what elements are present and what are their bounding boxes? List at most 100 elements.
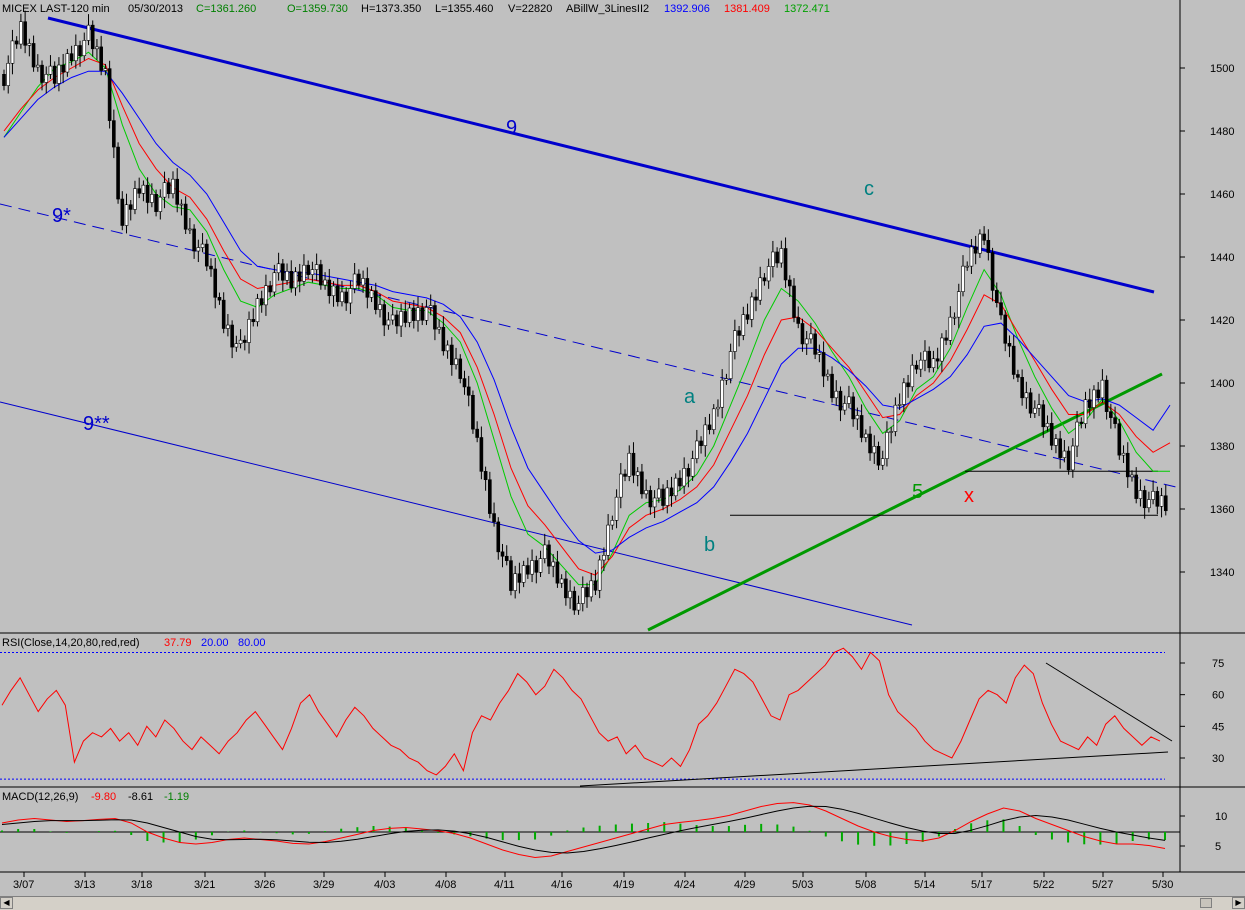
price-bar [1147, 499, 1151, 509]
price-bar [395, 314, 399, 327]
price-bar [107, 68, 112, 121]
price-bar [657, 488, 661, 499]
price-bar [306, 264, 310, 275]
price-bar [420, 307, 425, 321]
price-bar [1096, 389, 1100, 399]
price-bar [137, 188, 141, 194]
price-tick-label: 1500 [1210, 63, 1234, 75]
price-bar [424, 307, 429, 321]
price-bar [27, 43, 32, 46]
rsi-high: 80.00 [238, 637, 266, 649]
x-tick-label: 5/03 [792, 879, 813, 891]
price-bar [319, 264, 323, 286]
price-bar [771, 251, 775, 267]
rsi-panel [0, 647, 1173, 787]
price-bar [19, 21, 23, 45]
scroll-right-button[interactable]: ▶ [1232, 897, 1245, 909]
price-bar [665, 487, 670, 506]
price-bar [914, 364, 919, 370]
price-bar [65, 53, 70, 73]
price-bar [82, 40, 87, 57]
price-bar [112, 120, 116, 148]
price-bar [1079, 421, 1084, 424]
price-bar [733, 330, 737, 352]
price-bar [851, 396, 855, 420]
rsi-tick-label: 45 [1212, 721, 1224, 733]
price-bar [479, 437, 484, 472]
label-5: 5 [912, 481, 923, 503]
price-bar [1087, 399, 1092, 408]
price-tick-label: 1420 [1210, 315, 1234, 327]
price-bar [855, 415, 860, 420]
macd-line [1, 802, 1166, 859]
price-bar [103, 68, 108, 71]
price-bar [1159, 495, 1164, 507]
price-bar [302, 264, 306, 282]
price-bar [918, 359, 923, 370]
price-bar [593, 580, 598, 591]
header-volume: V=22820 [508, 3, 552, 15]
price-bar [978, 233, 982, 254]
price-bar [340, 291, 344, 303]
x-tick-label: 5/08 [855, 879, 876, 891]
price-bar [183, 203, 188, 230]
rsi-label: RSI(Close,14,20,80,red,red) [2, 637, 140, 649]
price-bar [1138, 490, 1143, 499]
trendline-9-double-star [0, 401, 913, 626]
horizontal-scrollbar[interactable]: ◀ ▶ [0, 896, 1245, 910]
price-bar [61, 64, 65, 73]
x-tick-label: 5/30 [1152, 879, 1173, 891]
price-bar [403, 311, 408, 323]
price-bar [158, 196, 163, 212]
price-bar [724, 378, 729, 381]
price-bar [580, 587, 585, 604]
price-bar [1066, 450, 1071, 471]
scroll-left-button[interactable]: ◀ [0, 897, 13, 909]
price-bar [297, 271, 302, 282]
price-bar [644, 490, 648, 495]
price-bar [813, 333, 817, 355]
price-bar [931, 358, 936, 369]
price-bar [230, 324, 234, 348]
macd-signal: -8.61 [128, 791, 153, 803]
price-bar [779, 248, 784, 264]
price-bar [889, 431, 893, 433]
x-tick-label: 5/27 [1092, 879, 1113, 891]
price-bar [842, 403, 847, 411]
price-bar [906, 382, 910, 388]
label-a: a [684, 386, 696, 408]
price-bar [255, 298, 260, 323]
price-bar [69, 53, 74, 62]
price-bar [699, 440, 703, 446]
price-bar [534, 560, 539, 573]
price-bar [741, 314, 746, 336]
rsi-tick-label: 30 [1212, 753, 1224, 765]
price-bar [809, 333, 813, 340]
price-bar [441, 326, 446, 352]
price-bar [188, 228, 192, 231]
price-bar [272, 272, 277, 293]
price-bar [475, 428, 479, 438]
price-bar [200, 243, 205, 248]
scroll-thumb[interactable] [1200, 898, 1212, 908]
price-bar [961, 265, 965, 292]
price-bar [471, 394, 475, 430]
price-bar [1071, 445, 1075, 471]
price-bar [923, 350, 927, 361]
price-bar [526, 565, 530, 575]
price-bar [1020, 377, 1024, 399]
price-bar [179, 203, 184, 206]
price-bar [1117, 423, 1122, 456]
price-bar [787, 279, 792, 287]
price-bar [120, 198, 125, 226]
price-bar [509, 560, 513, 591]
price-bar [859, 415, 864, 438]
price-bar [217, 297, 222, 301]
price-bar [597, 559, 602, 591]
price-bar [623, 473, 627, 477]
x-tick-label: 3/26 [254, 879, 275, 891]
header-open: O=1359.730 [287, 3, 348, 15]
price-bar [196, 247, 201, 252]
price-panel [0, 10, 1181, 632]
